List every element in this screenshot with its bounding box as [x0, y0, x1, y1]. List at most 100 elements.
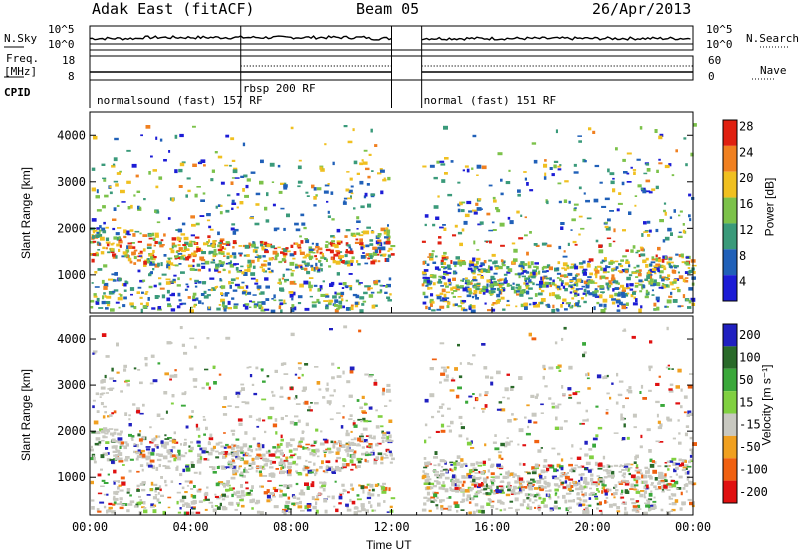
power-cell: [152, 237, 156, 241]
velocity-cell: [162, 465, 167, 467]
velocity-cell: [569, 481, 572, 486]
velocity-cell: [518, 462, 522, 466]
velocity-cell: [605, 411, 609, 415]
velocity-cell: [519, 480, 525, 484]
velocity-cell: [240, 447, 243, 451]
power-cell: [524, 234, 528, 237]
power-cell: [615, 299, 621, 304]
power-cell: [203, 290, 207, 294]
power-cell: [608, 261, 613, 265]
power-cell: [380, 254, 384, 257]
nave-label: Nave: [760, 64, 787, 77]
velocity-cell: [348, 441, 351, 445]
power-cell: [196, 246, 199, 249]
velocity-cell: [538, 508, 541, 512]
velocity-cell: [111, 367, 114, 372]
velocity-cell: [440, 470, 444, 473]
velocity-cell: [688, 481, 694, 485]
velocity-cell: [354, 506, 358, 510]
power-cell: [180, 233, 186, 236]
power-cell: [520, 267, 523, 271]
velocity-cell: [423, 502, 427, 506]
power-cell: [113, 236, 118, 240]
power-cell: [342, 282, 347, 286]
power-cell: [185, 283, 189, 286]
power-cell: [488, 229, 494, 232]
power-cell: [151, 258, 156, 261]
velocity-cell: [383, 433, 387, 437]
velocity-cell: [300, 489, 304, 492]
velocity-cell: [576, 497, 581, 500]
velocity-cell: [485, 483, 488, 488]
velocity-cell: [113, 495, 116, 499]
velocity-cell: [268, 449, 271, 453]
velocity-cell: [240, 484, 243, 488]
velocity-cell: [120, 390, 123, 393]
velocity-cell: [353, 437, 357, 441]
power-cell: [320, 256, 325, 259]
velocity-cell: [334, 480, 337, 483]
power-cell: [243, 174, 248, 178]
velocity-cell: [526, 404, 530, 407]
power-cell: [325, 295, 330, 298]
power-cell: [263, 270, 268, 273]
velocity-cell: [644, 486, 647, 489]
velocity-cell: [460, 463, 464, 467]
velocity-cell: [240, 471, 244, 475]
velocity-cell: [240, 490, 245, 494]
velocity-cell: [469, 363, 473, 366]
power-cell: [134, 230, 140, 233]
power-cell: [574, 265, 578, 270]
velocity-cell: [490, 505, 495, 509]
velocity-cell: [232, 465, 236, 469]
power-cell: [200, 293, 205, 296]
power-cell: [586, 264, 591, 268]
velocity-cell: [214, 493, 217, 496]
power-cell: [461, 228, 465, 232]
power-cell: [352, 128, 355, 132]
velocity-cell: [498, 454, 502, 459]
velocity-cell: [129, 500, 135, 504]
power-cell: [172, 244, 177, 248]
power-cell: [131, 251, 135, 256]
velocity-cell: [236, 494, 242, 499]
velocity-cell: [507, 470, 510, 474]
velocity-cell: [228, 460, 233, 464]
velocity-cell: [203, 458, 208, 461]
velocity-cell: [385, 456, 389, 459]
velocity-cell: [517, 443, 520, 446]
power-cell: [661, 265, 666, 268]
velocity-cell: [580, 490, 583, 494]
power-cell: [688, 214, 691, 218]
velocity-cell: [460, 458, 464, 462]
velocity-cell: [463, 462, 468, 466]
power-cell: [339, 255, 344, 258]
velocity-cell: [345, 429, 349, 433]
power-cell: [280, 309, 283, 313]
power-cell: [194, 193, 198, 198]
velocity-cell: [534, 464, 539, 468]
velocity-cell: [466, 472, 472, 477]
power-cell: [387, 176, 391, 181]
velocity-cell: [487, 469, 490, 473]
velocity-cell: [646, 499, 650, 502]
power-cell: [470, 262, 475, 267]
velocity-cell: [495, 489, 500, 494]
velocity-cell: [306, 486, 310, 490]
velocity-cell: [181, 343, 185, 347]
power-cell: [340, 295, 344, 298]
power-cell: [542, 265, 548, 269]
power-cell: [447, 301, 451, 305]
velocity-cell: [195, 511, 201, 514]
velocity-cell: [106, 458, 111, 462]
power-cell: [503, 273, 508, 276]
velocity-cell: [160, 417, 165, 420]
power-cell: [518, 237, 524, 240]
power-cell: [220, 285, 226, 289]
velocity-cell: [353, 424, 358, 428]
velocity-cell: [667, 364, 670, 367]
velocity-cell: [459, 488, 465, 492]
velocity-cell: [247, 454, 252, 457]
power-cell: [647, 234, 651, 237]
power-cell: [234, 283, 240, 287]
